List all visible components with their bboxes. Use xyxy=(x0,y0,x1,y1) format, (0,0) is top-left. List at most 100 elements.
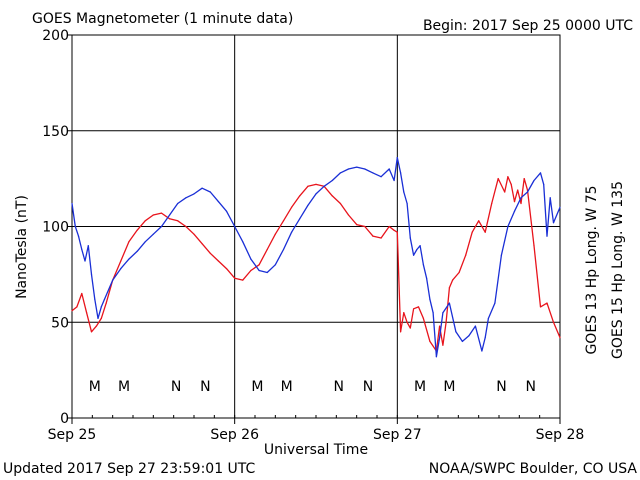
data-point xyxy=(426,277,428,279)
data-point xyxy=(388,225,390,228)
data-point xyxy=(177,202,179,205)
event-marker-m: M xyxy=(251,379,263,395)
data-point xyxy=(331,179,333,182)
data-point xyxy=(471,231,473,233)
data-point xyxy=(533,245,535,247)
data-point xyxy=(193,193,195,195)
event-marker-m: M xyxy=(414,379,426,395)
data-point xyxy=(242,241,244,243)
data-point xyxy=(448,287,450,289)
data-point xyxy=(84,260,86,262)
data-point xyxy=(380,176,382,178)
data-point xyxy=(465,254,467,256)
data-point xyxy=(543,183,545,185)
data-point xyxy=(250,269,252,272)
data-point xyxy=(307,204,309,206)
data-point xyxy=(282,248,285,251)
data-point xyxy=(152,214,154,216)
series-line-goes15 xyxy=(71,156,561,358)
data-point xyxy=(120,260,122,262)
data-point xyxy=(291,231,293,233)
x-tick-label: Sep 28 xyxy=(536,427,585,443)
data-point xyxy=(94,298,96,300)
x-tick-label: Sep 26 xyxy=(210,427,259,443)
data-point xyxy=(520,202,522,205)
data-point xyxy=(380,237,382,239)
data-point xyxy=(478,220,480,222)
data-point xyxy=(513,201,516,203)
data-point xyxy=(513,210,516,212)
data-point xyxy=(393,229,395,231)
data-point xyxy=(413,308,415,310)
data-point xyxy=(452,279,454,281)
data-point xyxy=(435,356,437,358)
data-point xyxy=(97,317,99,319)
data-point xyxy=(526,191,529,193)
data-point xyxy=(339,172,341,174)
data-point xyxy=(225,268,228,270)
data-point xyxy=(491,202,493,205)
data-point xyxy=(559,206,561,208)
data-point xyxy=(291,206,293,208)
event-marker-n: N xyxy=(171,379,181,395)
legend-goes13: GOES 13 Hp Long. W 75 xyxy=(584,185,600,354)
data-point xyxy=(500,254,502,256)
data-point xyxy=(429,298,431,300)
grid-lines xyxy=(67,34,561,424)
y-tick-labels: 0 50 100 150 200 xyxy=(42,28,69,427)
data-point xyxy=(299,218,301,220)
data-point xyxy=(105,302,107,304)
data-point xyxy=(81,292,83,295)
data-point xyxy=(406,321,408,323)
data-point xyxy=(136,229,138,231)
data-point xyxy=(439,325,441,327)
data-point xyxy=(356,166,358,168)
data-point xyxy=(406,202,408,205)
data-point xyxy=(144,220,146,222)
source-credit: NOAA/SWPC Boulder, CO USA xyxy=(429,461,638,477)
data-point xyxy=(468,335,470,337)
data-point xyxy=(136,250,138,252)
data-point xyxy=(546,302,548,304)
data-point xyxy=(400,172,402,174)
data-point xyxy=(517,189,519,191)
data-point xyxy=(86,312,88,314)
data-point xyxy=(258,264,260,266)
data-point xyxy=(209,252,211,254)
event-marker-n: N xyxy=(496,379,506,395)
data-point xyxy=(193,233,195,235)
data-point xyxy=(419,245,421,247)
data-point xyxy=(209,191,211,193)
event-marker-n: N xyxy=(334,379,344,395)
data-point xyxy=(76,306,78,308)
data-point xyxy=(487,317,489,319)
data-point xyxy=(533,179,535,182)
y-tick-label: 200 xyxy=(42,28,69,44)
data-point xyxy=(225,210,228,212)
data-point xyxy=(87,245,89,247)
data-point xyxy=(400,331,402,333)
event-marker-m: M xyxy=(443,379,455,395)
data-point xyxy=(409,237,411,239)
data-point xyxy=(266,248,268,251)
data-point xyxy=(504,191,506,193)
data-point xyxy=(409,327,411,329)
data-point xyxy=(103,298,106,300)
data-point xyxy=(339,202,341,205)
data-point xyxy=(507,225,509,228)
data-point xyxy=(266,271,268,274)
data-point xyxy=(128,241,130,243)
data-point xyxy=(77,235,80,237)
data-point xyxy=(120,268,122,270)
data-point xyxy=(160,212,163,214)
x-tick-labels: Sep 25 Sep 26 Sep 27 Sep 28 xyxy=(48,427,585,443)
data-point xyxy=(307,185,309,187)
data-point xyxy=(323,185,325,187)
data-point xyxy=(217,201,219,203)
data-point xyxy=(144,241,146,243)
data-point xyxy=(442,344,444,346)
event-marker-n: N xyxy=(200,379,210,395)
data-point xyxy=(234,225,236,228)
data-point xyxy=(347,168,350,170)
